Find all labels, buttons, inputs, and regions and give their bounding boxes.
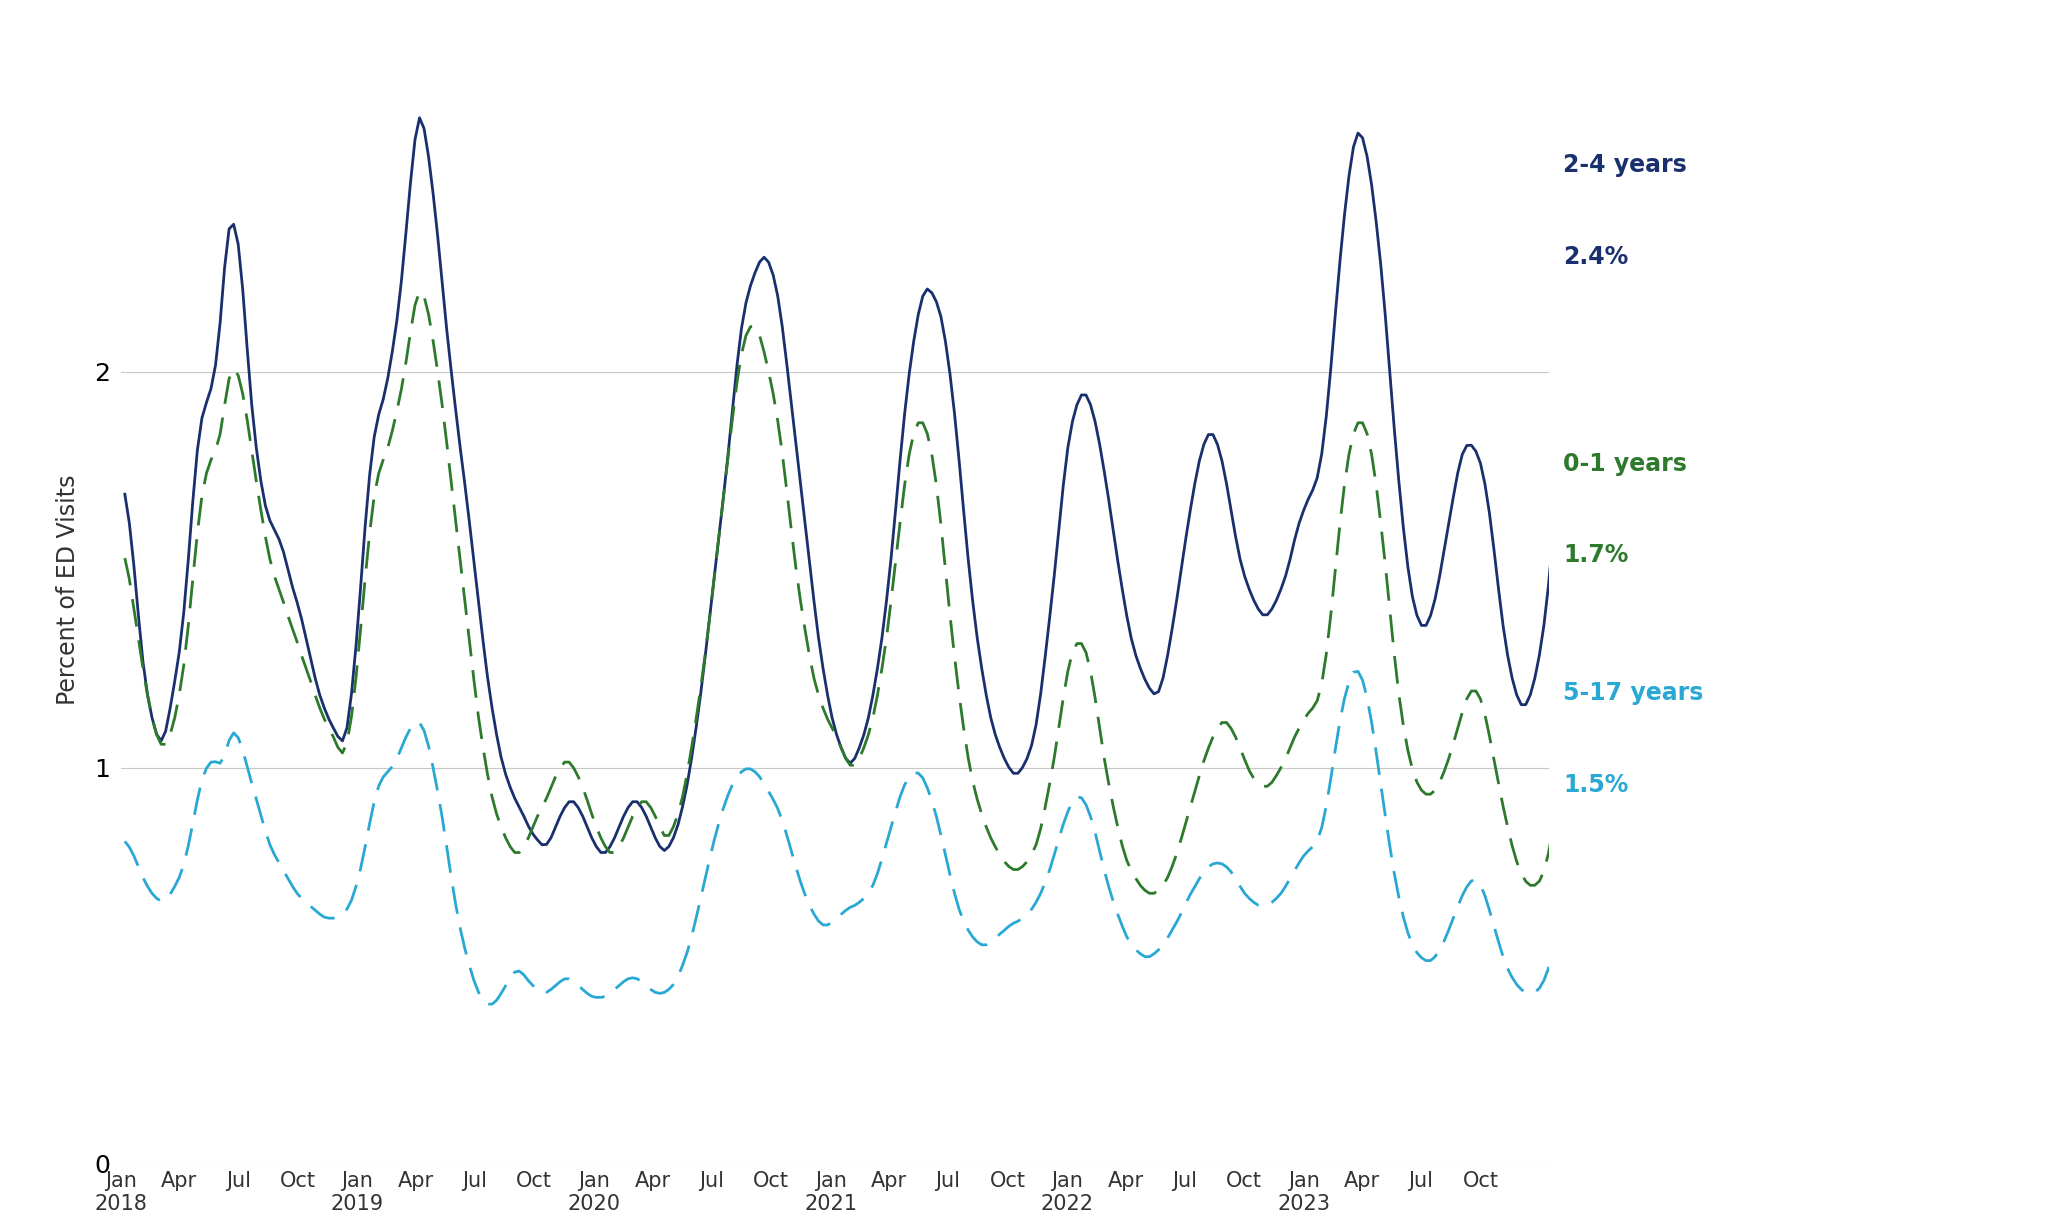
Text: 2-4 years: 2-4 years [1563,152,1688,177]
Text: 2.4%: 2.4% [1563,245,1628,269]
Text: 1.7%: 1.7% [1563,543,1628,568]
Text: 5-17 years: 5-17 years [1563,681,1704,705]
Text: 0-1 years: 0-1 years [1563,451,1688,476]
Text: 1.5%: 1.5% [1563,773,1628,798]
Y-axis label: Percent of ED Visits: Percent of ED Visits [55,474,80,704]
